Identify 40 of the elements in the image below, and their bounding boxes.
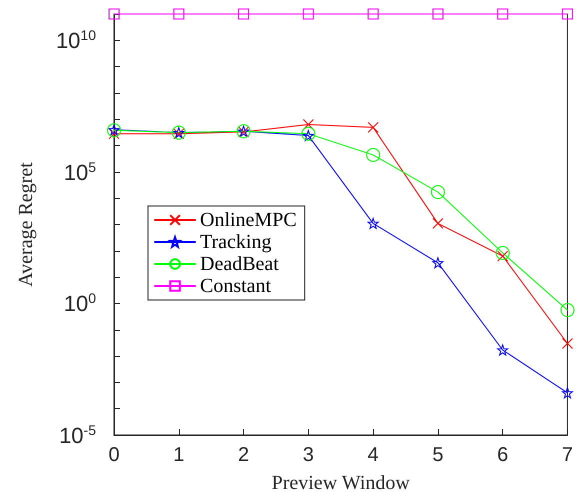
- point: [366, 148, 380, 162]
- y-axis-title: Average Regret: [15, 162, 37, 287]
- x-tick-label: 1: [173, 444, 184, 466]
- point: [302, 8, 314, 20]
- point: [302, 119, 314, 130]
- legend-label: OnlineMPC: [200, 209, 297, 231]
- y-tick-label: 10$^{10}$: [56, 27, 96, 54]
- y-tick-label: 10$^{0}$: [64, 290, 96, 317]
- point: [562, 8, 573, 20]
- point: [432, 218, 444, 229]
- legend-label: Tracking: [200, 231, 272, 253]
- point: [432, 257, 444, 268]
- y-tick-label: 10$^{5}$: [64, 158, 96, 186]
- point: [430, 185, 445, 200]
- point: [497, 344, 508, 356]
- x-tick-label: 5: [432, 444, 444, 466]
- point: [497, 250, 508, 262]
- point: [497, 8, 508, 20]
- point: [173, 8, 184, 20]
- x-tick-label: 6: [497, 444, 508, 466]
- legend-label: DeadBeat: [200, 253, 280, 275]
- point: [302, 130, 314, 142]
- x-tick-label: 2: [238, 444, 250, 466]
- point: [368, 122, 379, 133]
- y-tick-label: 10$^{-5}$: [59, 422, 96, 448]
- point: [562, 387, 573, 398]
- point: [562, 338, 573, 350]
- x-axis-title: Preview Window: [272, 472, 410, 494]
- point: [496, 246, 510, 260]
- x-tick-label: 0: [108, 444, 120, 466]
- point: [108, 128, 120, 140]
- point: [368, 8, 379, 20]
- x-tick-label: 7: [562, 444, 573, 466]
- x-tick-label: 3: [302, 444, 314, 466]
- x-tick-label: 4: [368, 444, 379, 466]
- legend-label: Constant: [200, 275, 272, 297]
- point: [560, 303, 574, 318]
- point: [238, 8, 250, 20]
- point: [368, 218, 379, 229]
- point: [432, 8, 444, 20]
